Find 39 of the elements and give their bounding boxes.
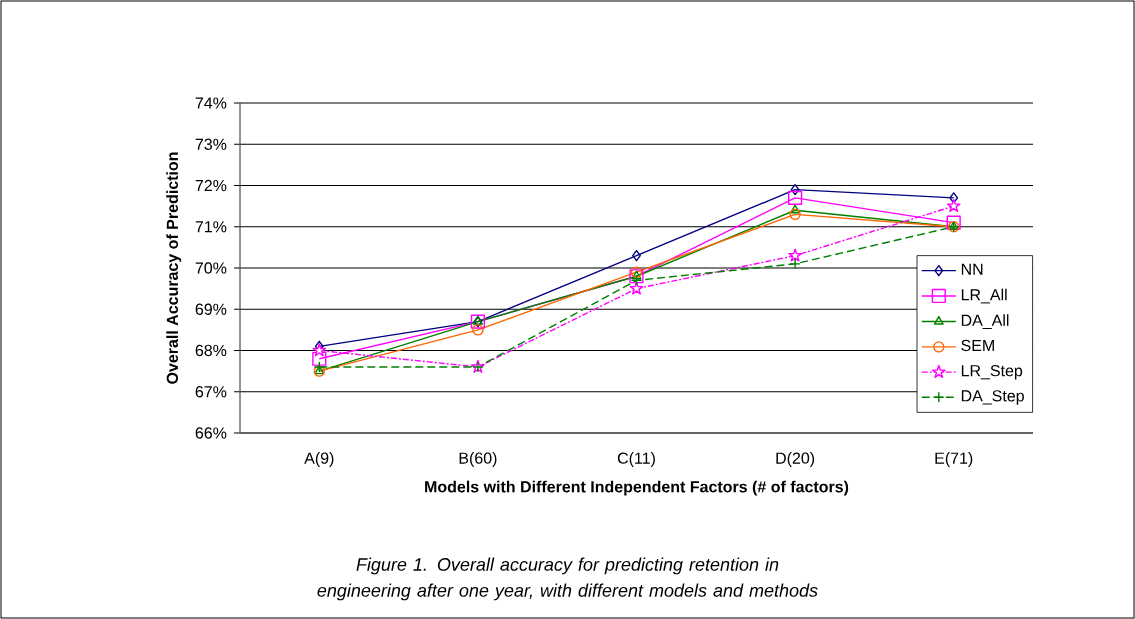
- point: [789, 258, 801, 270]
- y-tick-label: 74%: [195, 97, 227, 109]
- y-tick-label: 72%: [195, 179, 227, 192]
- point: [630, 266, 643, 278]
- y-tick-label: 70%: [195, 262, 227, 274]
- y-tick-label: 68%: [195, 344, 227, 357]
- x-axis-title: Models with Different Independent Factors (# of factors): [425, 480, 849, 496]
- y-tick-label: 73%: [195, 138, 227, 150]
- point: [790, 204, 801, 214]
- x-tick-label: C(11): [617, 452, 655, 467]
- point: [946, 215, 961, 230]
- legend-label: DA_Step: [961, 390, 1024, 405]
- legend-label: SEM: [961, 339, 994, 352]
- point: [312, 351, 327, 366]
- y-tick-label: 71%: [195, 221, 227, 233]
- point: [788, 190, 803, 205]
- legend-label: LR_Step: [961, 365, 1023, 380]
- x-tick-label: A(9): [304, 452, 334, 467]
- point: [630, 274, 643, 287]
- x-tick-label: D(20): [776, 452, 815, 467]
- y-tick-label: 69%: [195, 303, 227, 315]
- legend-label: LR_All: [961, 288, 1007, 304]
- point: [788, 248, 802, 262]
- legend-label: NN: [961, 263, 983, 275]
- caption: Figure 1. Overall accuracy for predicting retention in engineering after one year, with different models and methods: [317, 557, 818, 601]
- x-tick-label: E(71): [935, 452, 973, 467]
- point: [790, 183, 800, 196]
- point: [789, 208, 801, 221]
- x-tick-label: B(60): [459, 452, 497, 467]
- point: [631, 270, 642, 280]
- point: [629, 269, 644, 284]
- y-tick-label: 66%: [195, 427, 227, 439]
- point: [629, 281, 644, 295]
- point: [946, 198, 961, 213]
- y-axis-title: Overall Accuracy of Prediction: [166, 152, 182, 384]
- legend-label: DA_All: [961, 314, 1009, 329]
- point: [312, 343, 327, 357]
- y-tick-label: 67%: [195, 386, 227, 398]
- point: [472, 324, 484, 336]
